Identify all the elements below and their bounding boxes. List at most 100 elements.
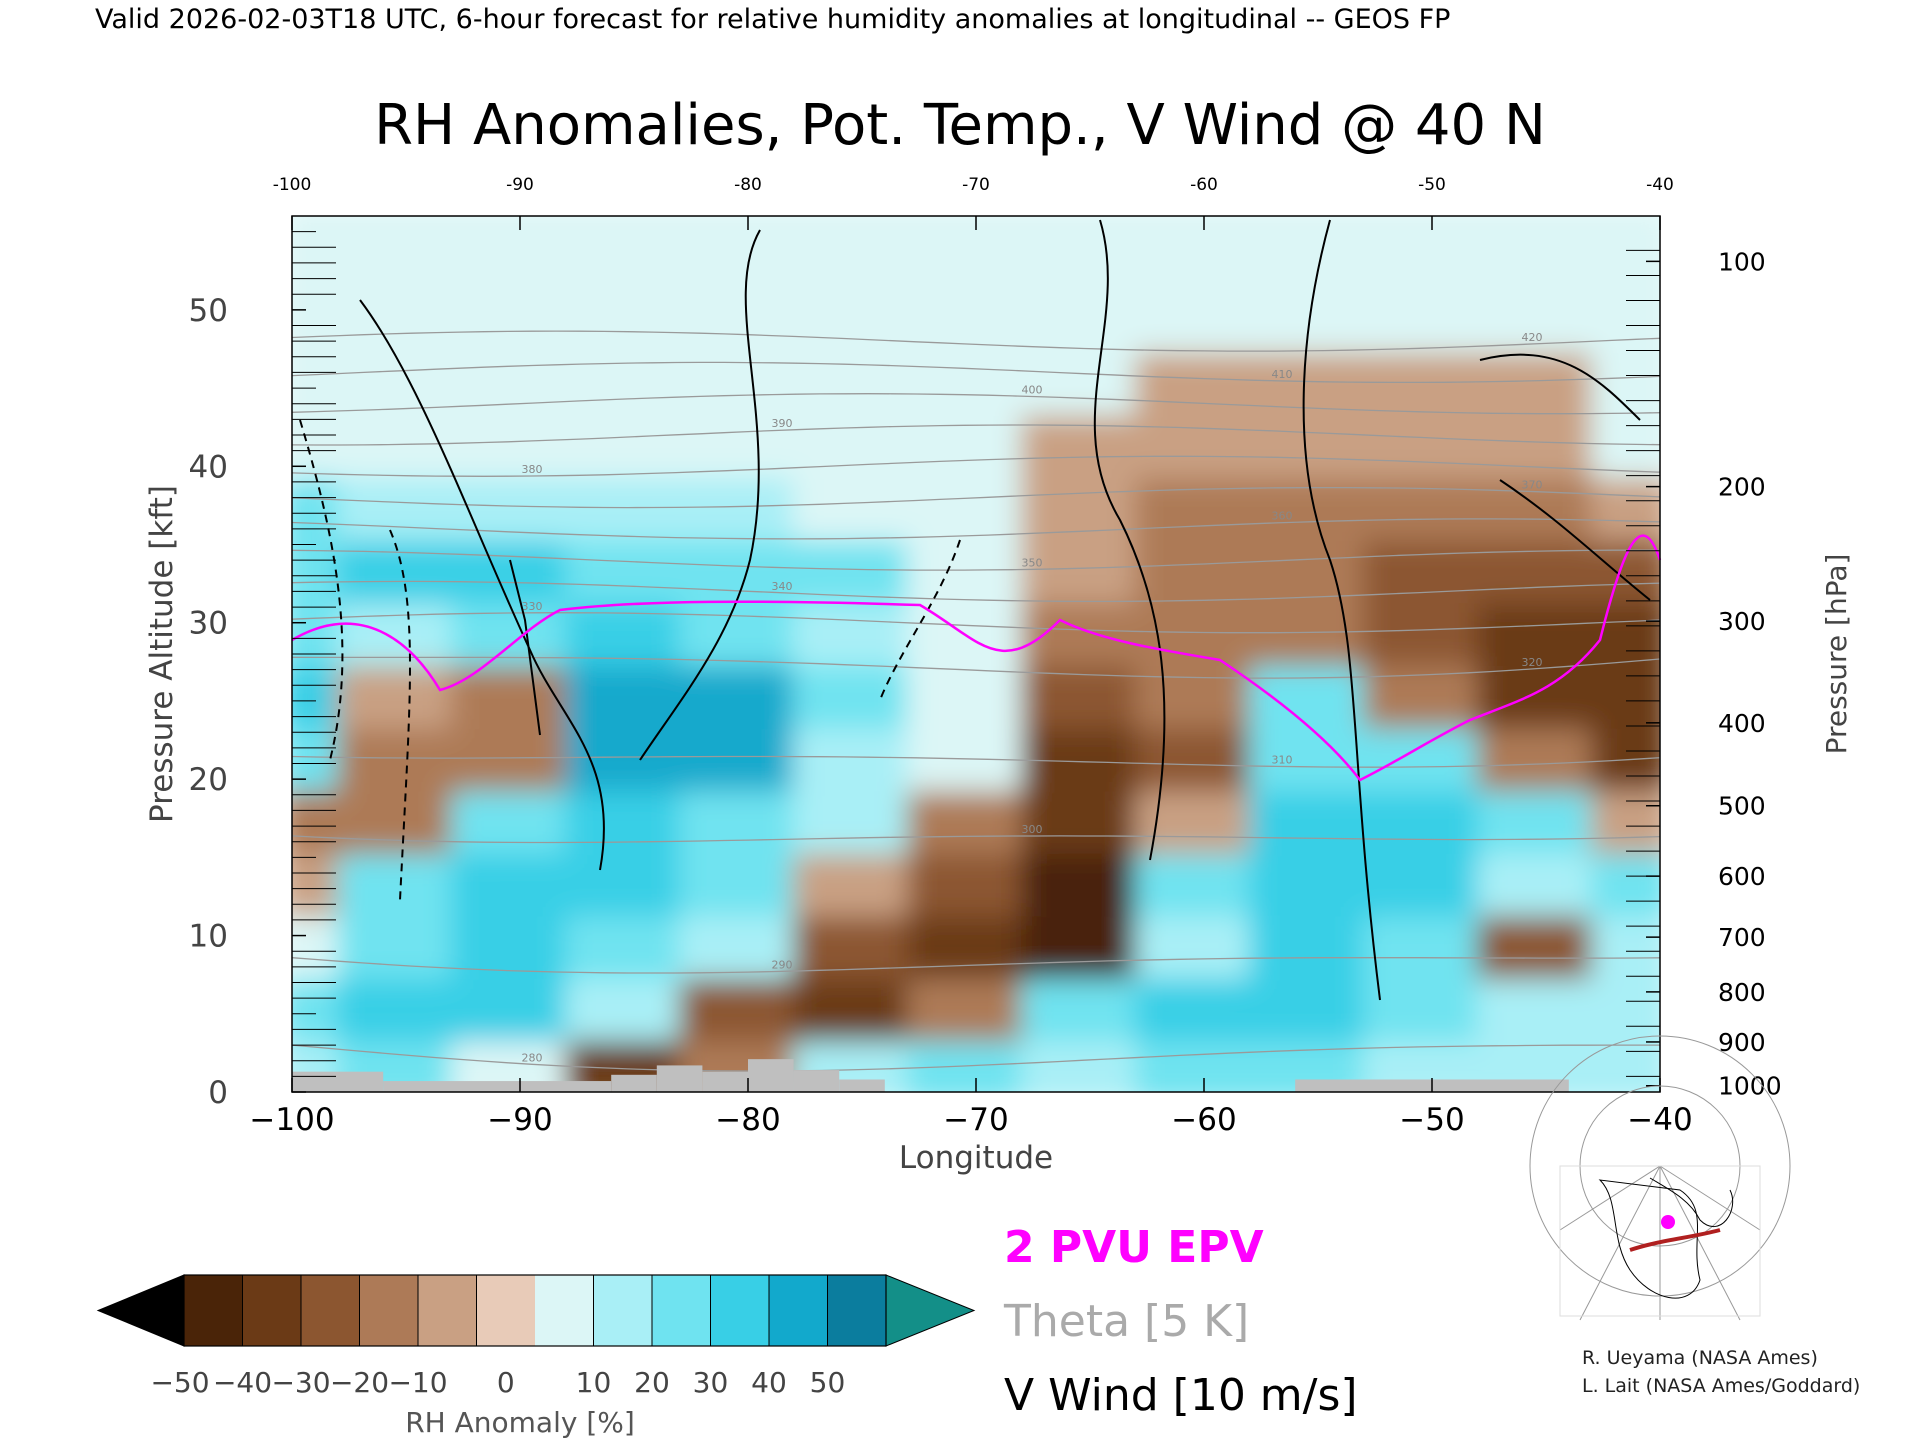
- colorbar-tick-label: 40: [751, 1366, 787, 1399]
- v-wind-contour: [1093, 219, 1166, 861]
- y-tick-label: 40: [189, 449, 228, 485]
- top-x-tick-label: -70: [962, 175, 990, 195]
- chart-title: RH Anomalies, Pot. Temp., V Wind @ 40 N: [374, 93, 1546, 158]
- v-wind-contour: [1479, 353, 1651, 601]
- theta-contour: [292, 393, 1660, 415]
- theta-label: 370: [1522, 479, 1543, 492]
- colorbar-under-triangle: [96, 1274, 185, 1347]
- valid-time-header: Valid 2026-02-03T18 UTC, 6-hour forecast…: [95, 4, 1450, 35]
- x-tick-label: −90: [487, 1102, 552, 1138]
- colorbar: −50 −40 −30 −20 −10 0 10 20 30 40 50: [96, 1274, 976, 1399]
- colorbar-tick-label: 50: [810, 1366, 846, 1399]
- colorbar-swatch: [535, 1275, 594, 1346]
- theta-contours: 280 290 300 310 320 330 340 350 360 370 380 390 400 4…: [292, 330, 1660, 1072]
- theta-label: 350: [1022, 556, 1043, 569]
- theta-label: 330: [522, 600, 543, 613]
- y-axis-right: 100 200 300 400 500 600 700 800 900 1000: [1626, 247, 1782, 1101]
- theta-contour: [292, 486, 1660, 509]
- colorbar-label: RH Anomaly [%]: [405, 1406, 635, 1439]
- colorbar-swatch: [418, 1275, 477, 1346]
- terrain-block: [793, 1070, 840, 1092]
- legend-entry: V Wind [10 m/s]: [1004, 1370, 1358, 1421]
- theta-contour: [292, 361, 1660, 384]
- theta-contour: [292, 518, 1660, 540]
- v-wind-contour: [639, 229, 761, 761]
- pv-2pvu-contour: [291, 534, 1662, 782]
- pressure-tick-label: 200: [1718, 473, 1766, 502]
- x-tick-label: −70: [943, 1102, 1008, 1138]
- theta-contour: [292, 424, 1660, 446]
- pressure-tick-label: 300: [1718, 607, 1766, 636]
- x-tick-label: −50: [1399, 1102, 1464, 1138]
- legend: 2 PVU EPV Theta [5 K] V Wind [10 m/s]: [1003, 1222, 1358, 1421]
- y-tick-label: 50: [189, 293, 228, 329]
- pressure-tick-label: 400: [1718, 709, 1766, 738]
- legend-entry: 2 PVU EPV: [1004, 1222, 1264, 1273]
- theta-label: 390: [772, 417, 793, 430]
- v-wind-contour: [299, 419, 411, 901]
- theta-contour: [292, 1044, 1660, 1072]
- colorbar-swatch: [769, 1275, 828, 1346]
- theta-label: 400: [1022, 383, 1043, 396]
- colorbar-frame: [183, 1274, 887, 1347]
- x-axis-label: Longitude: [899, 1140, 1053, 1176]
- top-x-tick-label: -60: [1190, 175, 1218, 195]
- y-axis-label-left: Pressure Altitude [kft]: [144, 485, 180, 823]
- theta-contour: [292, 656, 1660, 679]
- colorbar-tick-label: −50: [150, 1366, 209, 1399]
- terrain-block: [292, 1071, 384, 1092]
- y-tick-label: 0: [208, 1075, 228, 1111]
- x-tick-label: −100: [249, 1102, 334, 1138]
- pressure-tick-label: 800: [1718, 978, 1766, 1007]
- terrain-block: [748, 1059, 794, 1092]
- legend-entry: Theta [5 K]: [1003, 1296, 1249, 1347]
- x-tick-label: −40: [1627, 1102, 1692, 1138]
- colorbar-swatch: [652, 1275, 711, 1346]
- theta-label: 340: [772, 580, 793, 593]
- terrain-block: [839, 1079, 885, 1092]
- x-tick-label: −80: [715, 1102, 780, 1138]
- y-tick-label: 30: [189, 606, 228, 642]
- location-inset-map: [1529, 1035, 1791, 1321]
- terrain-block: [383, 1081, 612, 1092]
- terrain-block: [611, 1074, 657, 1092]
- pressure-tick-label: 500: [1718, 792, 1766, 821]
- colorbar-swatch: [184, 1275, 243, 1346]
- colorbar-tick-label: 20: [634, 1366, 670, 1399]
- theta-contour: [292, 455, 1660, 477]
- colorbar-swatch: [242, 1275, 302, 1346]
- v-wind-contour: [509, 559, 541, 736]
- theta-label: 280: [522, 1051, 543, 1064]
- top-x-tick-label: -100: [273, 175, 312, 195]
- colorbar-swatch: [593, 1275, 653, 1346]
- colorbar-tick-label: 10: [576, 1366, 612, 1399]
- colorbar-tick-label: −10: [388, 1366, 447, 1399]
- colorbar-swatch: [359, 1275, 419, 1346]
- theta-label: 310: [1272, 753, 1293, 766]
- colorbar-over-triangle: [885, 1274, 976, 1347]
- pressure-tick-label: 100: [1718, 247, 1766, 276]
- colorbar-swatch: [476, 1275, 536, 1346]
- pressure-tick-label: 900: [1718, 1028, 1766, 1057]
- theta-label: 410: [1272, 368, 1293, 381]
- y-tick-label: 10: [189, 919, 228, 955]
- v-wind-contour: [359, 299, 605, 871]
- theta-label: 290: [772, 958, 793, 971]
- theta-label: 320: [1522, 656, 1543, 669]
- theta-contour: [292, 755, 1660, 768]
- y-axis-label-right: Pressure [hPa]: [1820, 554, 1853, 755]
- top-x-tick-label: -40: [1646, 175, 1674, 195]
- x-tick-label: −60: [1171, 1102, 1236, 1138]
- theta-contour: [292, 330, 1660, 352]
- credit-line: L. Lait (NASA Ames/Goddard): [1582, 1375, 1860, 1397]
- top-x-tick-label: -50: [1418, 175, 1446, 195]
- top-x-tick-label: -80: [734, 175, 762, 195]
- theta-label: 300: [1022, 823, 1043, 836]
- theta-label: 360: [1272, 510, 1293, 523]
- theta-contour: [292, 957, 1660, 974]
- v-wind-contour: [1302, 219, 1381, 1001]
- y-tick-label: 20: [189, 762, 228, 798]
- colorbar-tick-label: 0: [497, 1366, 515, 1399]
- colorbar-swatch: [827, 1275, 887, 1346]
